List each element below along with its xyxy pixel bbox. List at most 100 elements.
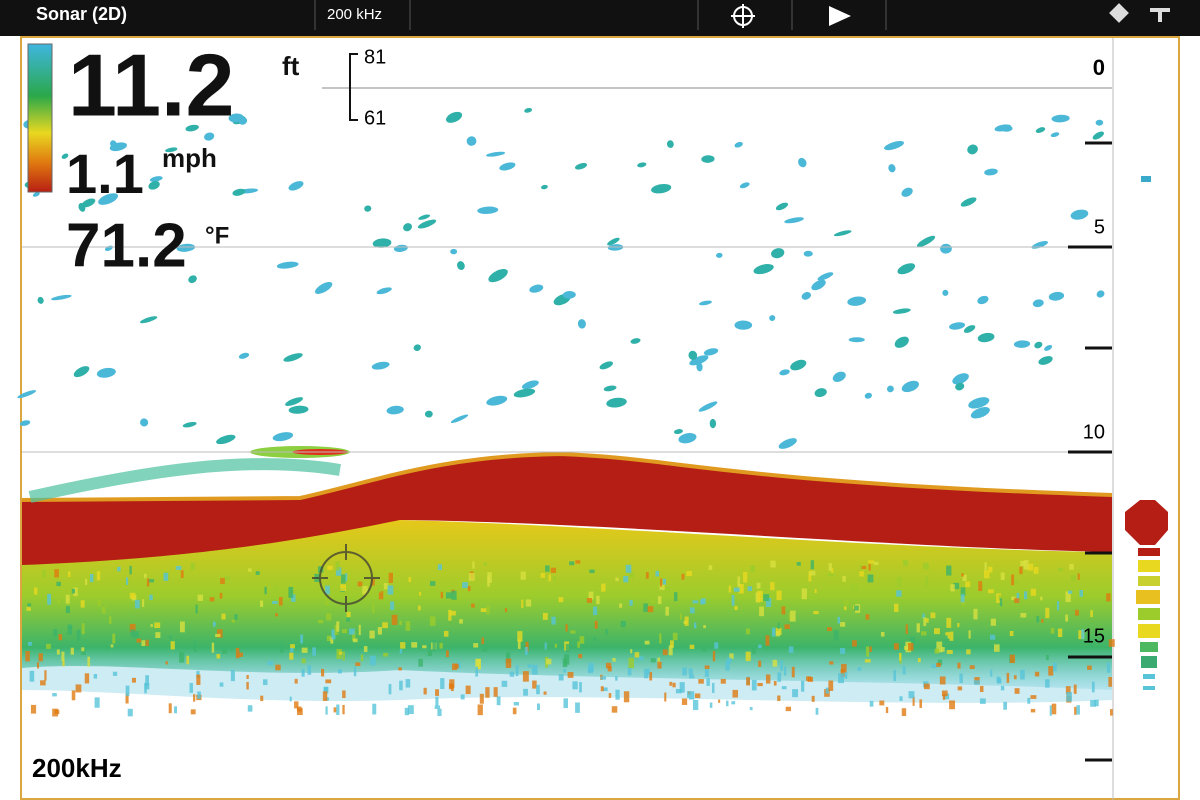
- echo-speck: [1065, 686, 1071, 695]
- echo-speck: [525, 641, 529, 652]
- echo-speck: [778, 438, 797, 449]
- echo-speck: [155, 632, 161, 639]
- echo-speck: [154, 622, 161, 629]
- echo-speck: [739, 182, 750, 189]
- echo-speck: [1076, 705, 1080, 715]
- echo-speck: [817, 272, 834, 281]
- echo-speck: [454, 663, 459, 669]
- echo-speck: [657, 657, 661, 664]
- echo-speck: [71, 690, 76, 701]
- echo-speck: [481, 637, 485, 645]
- echo-speck: [866, 646, 870, 657]
- echo-speck: [540, 588, 543, 599]
- echo-speck: [753, 264, 774, 275]
- echo-speck: [312, 647, 316, 656]
- echo-speck: [353, 666, 357, 677]
- echo-speck: [565, 643, 570, 653]
- echo-speck: [854, 605, 859, 611]
- echo-speck: [1032, 299, 1044, 308]
- echo-speck: [808, 571, 812, 582]
- echo-speck: [267, 660, 274, 666]
- echo-speck: [148, 579, 155, 583]
- echo-speck: [512, 707, 517, 715]
- echo-speck: [925, 576, 929, 588]
- echo-speck: [1095, 119, 1104, 126]
- echo-speck: [901, 187, 913, 197]
- echo-speck: [603, 385, 617, 392]
- echo-speck: [65, 606, 70, 614]
- echo-speck: [673, 429, 683, 435]
- echo-speck: [97, 599, 102, 607]
- echo-speck: [219, 592, 223, 599]
- echo-speck: [388, 572, 393, 583]
- echo-speck: [868, 563, 871, 571]
- echo-speck: [29, 670, 35, 682]
- echo-speck: [1091, 681, 1095, 693]
- echo-speck: [1075, 609, 1079, 616]
- echo-speck: [811, 279, 826, 291]
- echo-speck: [505, 652, 511, 664]
- echo-speck: [746, 677, 751, 686]
- play-button[interactable]: [829, 6, 851, 26]
- echo-speck: [408, 577, 412, 582]
- echo-speck: [1065, 614, 1069, 622]
- echo-speck: [1027, 563, 1034, 571]
- echo-speck: [842, 575, 846, 582]
- echo-speck: [391, 614, 398, 625]
- echo-speck: [692, 600, 699, 604]
- echo-speck: [377, 586, 382, 593]
- echo-speck: [637, 162, 647, 168]
- echo-speck: [996, 676, 1001, 683]
- echo-speck: [780, 660, 783, 671]
- echo-speck: [232, 188, 246, 196]
- echo-speck: [144, 573, 147, 579]
- echo-speck: [1049, 705, 1052, 716]
- echo-speck: [756, 582, 761, 589]
- echo-speck: [185, 124, 199, 132]
- echo-speck: [869, 646, 872, 652]
- echo-speck: [729, 653, 734, 659]
- echo-speck: [847, 296, 867, 306]
- echo-speck: [563, 698, 569, 709]
- echo-speck: [575, 702, 580, 713]
- echo-speck: [630, 649, 633, 654]
- echo-speck: [93, 674, 98, 679]
- echo-speck: [994, 124, 1012, 132]
- echo-speck: [388, 684, 392, 695]
- echo-speck: [255, 571, 260, 575]
- echo-speck: [73, 587, 78, 597]
- cursor-button[interactable]: [731, 4, 755, 28]
- echo-speck: [1090, 610, 1093, 618]
- echo-speck: [600, 686, 604, 692]
- echo-speck: [98, 193, 119, 205]
- echo-speck: [437, 708, 442, 716]
- echo-speck: [749, 707, 753, 711]
- echo-speck: [54, 569, 59, 578]
- echo-speck: [569, 561, 575, 566]
- echo-speck: [963, 325, 976, 333]
- echo-speck: [734, 605, 738, 611]
- echo-speck: [1044, 344, 1053, 351]
- echo-speck: [659, 633, 662, 644]
- echo-speck: [579, 682, 582, 693]
- frequency-button[interactable]: 200 kHz: [327, 6, 382, 23]
- top-bar: [0, 0, 1200, 36]
- echo-speck: [596, 595, 600, 605]
- echo-speck: [1079, 589, 1083, 597]
- echo-speck: [325, 585, 330, 595]
- echo-speck: [828, 680, 834, 691]
- echo-speck: [629, 599, 633, 606]
- echo-speck: [1013, 675, 1017, 680]
- echo-speck: [698, 401, 718, 412]
- echo-speck: [861, 565, 867, 570]
- echo-speck: [892, 308, 911, 314]
- echo-speck: [688, 691, 695, 700]
- echo-speck: [777, 622, 780, 629]
- echo-speck: [763, 594, 770, 602]
- echo-speck: [536, 703, 540, 711]
- echo-speck: [216, 434, 236, 445]
- echo-speck: [321, 668, 325, 677]
- echo-speck: [540, 572, 545, 578]
- echo-speck: [437, 564, 443, 571]
- echo-speck: [67, 624, 73, 628]
